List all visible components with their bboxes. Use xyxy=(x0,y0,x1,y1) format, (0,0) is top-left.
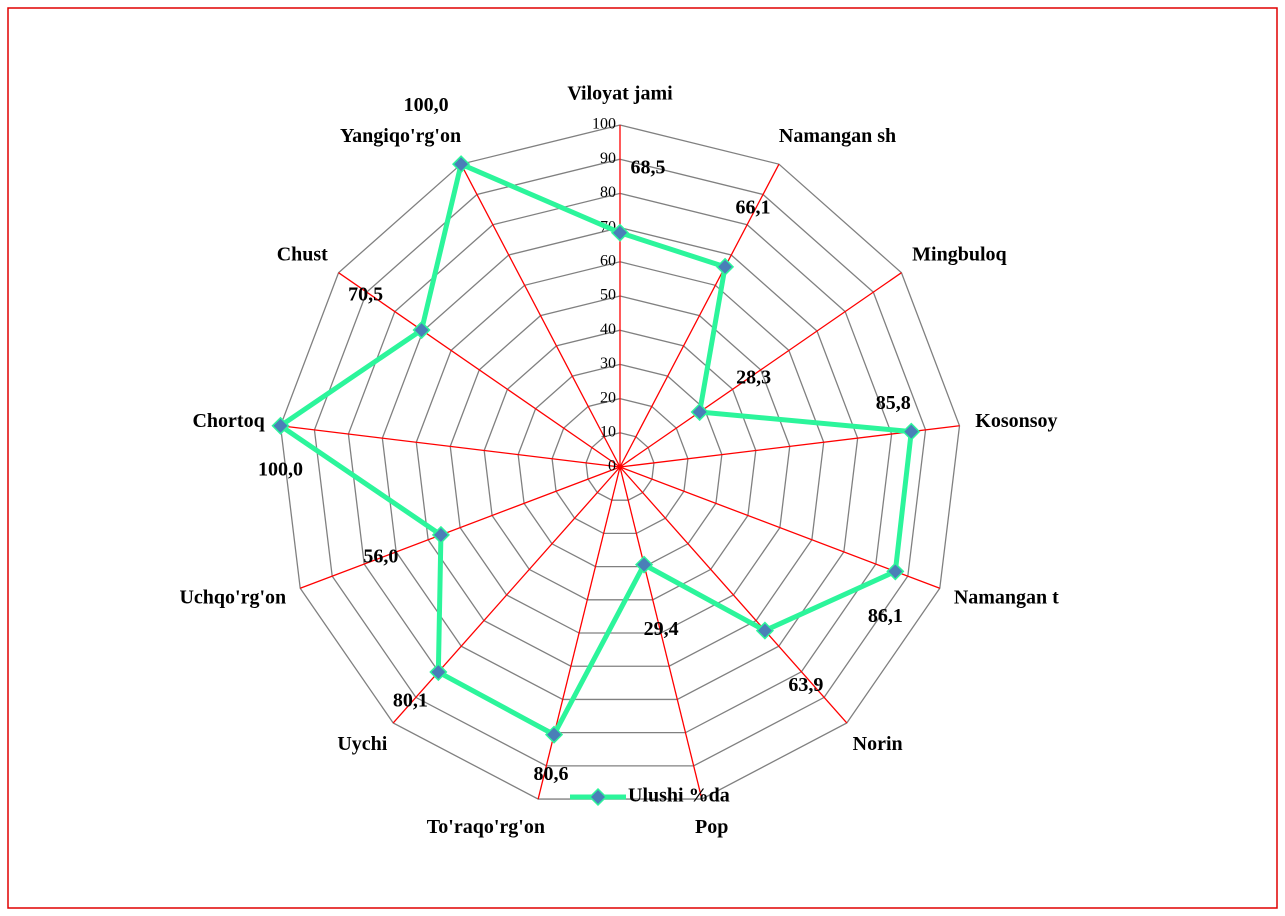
spoke xyxy=(392,466,621,724)
tick-label: 10 xyxy=(600,423,616,440)
category-label: Yangiqo'rg'on xyxy=(340,125,461,147)
tick-label: 90 xyxy=(600,150,616,167)
spoke xyxy=(299,466,621,589)
chart-frame xyxy=(7,7,1278,909)
category-label: Chust xyxy=(277,243,328,265)
spoke xyxy=(619,466,703,800)
category-label: Norin xyxy=(853,733,903,755)
tick-label: 60 xyxy=(600,252,616,269)
marker xyxy=(429,662,448,682)
data-label: 100,0 xyxy=(404,94,449,116)
grid-ring xyxy=(347,192,893,734)
legend-marker xyxy=(588,787,608,807)
marker xyxy=(715,257,735,276)
category-label: Uchqo'rg'on xyxy=(179,587,286,609)
series-line xyxy=(277,161,914,738)
legend-label: Ulushi %da xyxy=(628,785,730,807)
marker xyxy=(412,320,431,340)
spoke xyxy=(619,272,902,468)
category-label: Pop xyxy=(695,816,728,838)
spoke xyxy=(280,425,621,468)
category-label: Namangan t xyxy=(954,587,1059,609)
spoke xyxy=(460,163,621,468)
data-label: 85,8 xyxy=(876,392,911,414)
marker xyxy=(902,422,921,441)
grid-ring xyxy=(551,397,689,535)
grid-ring xyxy=(313,158,927,767)
marker xyxy=(635,555,654,574)
tick-label: 40 xyxy=(600,321,616,338)
spoke xyxy=(619,466,848,724)
grid-ring xyxy=(415,261,825,667)
category-label: Kosonsoy xyxy=(975,410,1057,432)
marker xyxy=(755,621,774,640)
category-label: Mingbuloq xyxy=(912,243,1006,265)
data-label: 80,6 xyxy=(534,763,569,785)
tick-label: 100 xyxy=(592,116,616,133)
marker xyxy=(886,562,905,581)
marker xyxy=(544,725,564,744)
data-label: 63,9 xyxy=(788,674,823,696)
grid-ring xyxy=(585,432,655,501)
spoke xyxy=(537,466,621,800)
data-label: 70,5 xyxy=(348,284,383,306)
grid-ring xyxy=(483,329,757,601)
tick-label: 80 xyxy=(600,184,616,201)
marker xyxy=(690,402,709,422)
category-label: Viloyat jami xyxy=(567,83,673,105)
marker xyxy=(452,155,471,174)
data-label: 80,1 xyxy=(393,690,428,712)
data-label: 100,0 xyxy=(258,458,303,480)
category-label: Uychi xyxy=(337,733,387,755)
data-label: 56,0 xyxy=(363,546,398,568)
data-label: 29,4 xyxy=(644,618,679,640)
grid-ring xyxy=(449,295,791,634)
category-label: Chortoq xyxy=(192,410,264,432)
data-label: 66,1 xyxy=(736,196,771,218)
grid-ring xyxy=(381,226,859,701)
spoke xyxy=(338,272,621,468)
category-label: Namangan sh xyxy=(779,125,896,147)
tick-label: 20 xyxy=(600,389,616,406)
tick-label: 0 xyxy=(608,458,616,475)
spoke xyxy=(619,466,941,589)
spoke xyxy=(619,163,780,468)
category-label: To'raqo'rg'on xyxy=(427,816,545,838)
data-label: 28,3 xyxy=(736,367,771,389)
grid-ring xyxy=(517,363,723,568)
tick-label: 30 xyxy=(600,355,616,372)
tick-label: 50 xyxy=(600,287,616,304)
marker xyxy=(271,416,290,435)
data-label: 68,5 xyxy=(631,156,666,178)
marker xyxy=(610,223,630,242)
data-label: 86,1 xyxy=(868,605,903,627)
marker xyxy=(431,525,450,544)
